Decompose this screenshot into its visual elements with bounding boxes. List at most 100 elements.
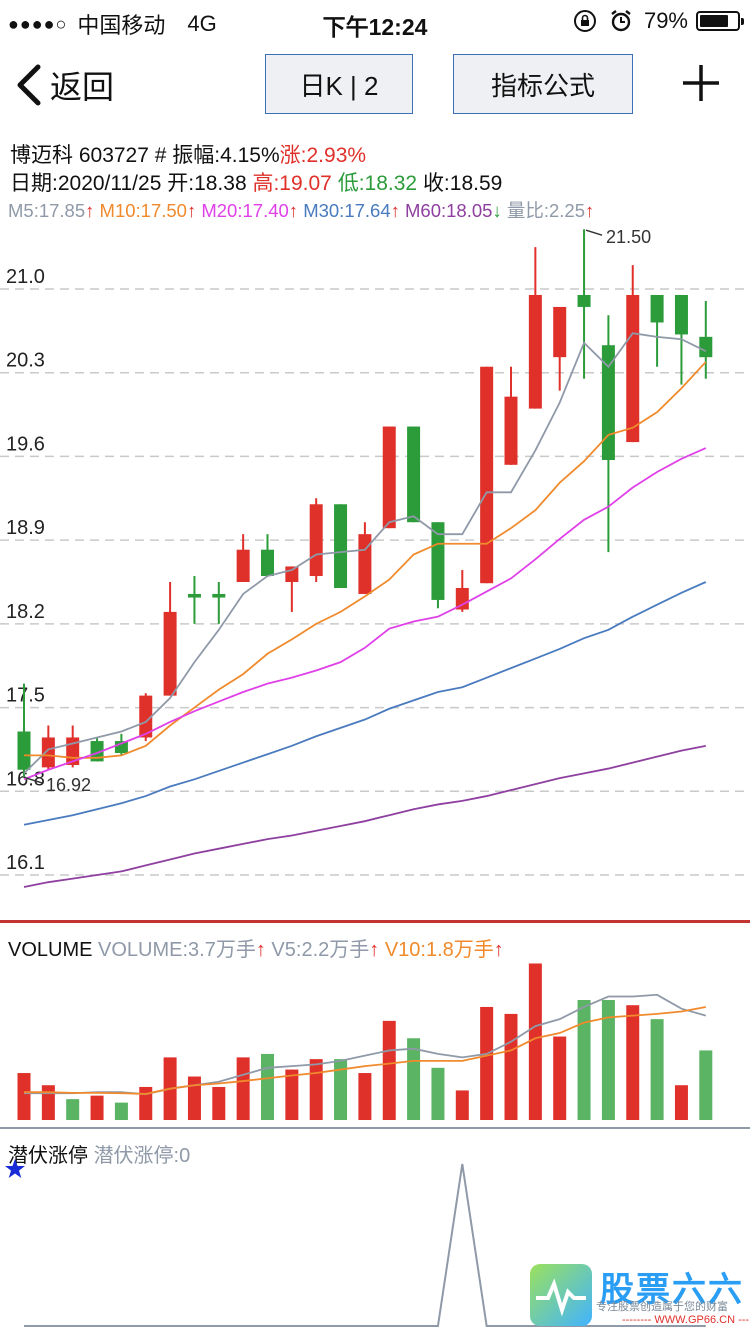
signal-strength-icon: ●●●●○: [8, 13, 68, 34]
chart-divider: [0, 920, 750, 923]
orientation-lock-icon: [573, 10, 596, 32]
volume-bar: [187, 1076, 201, 1120]
y-tick-label: 18.2: [6, 601, 45, 623]
v5-up-arrow: ↑: [369, 939, 380, 961]
m20-value: M20:17.40: [201, 200, 289, 221]
pulse-icon: [536, 1278, 586, 1317]
status-right: 79%: [572, 8, 744, 34]
watermark-logo: [530, 1264, 592, 1326]
volume-bar: [577, 1000, 591, 1120]
volume-bar: [309, 1059, 323, 1120]
back-button[interactable]: 返回: [14, 62, 114, 108]
star-icon: [5, 1159, 25, 1178]
nav-bar: 返回 日K | 2 指标公式: [0, 48, 750, 120]
status-time: 下午12:24: [322, 14, 428, 40]
volume-bar: [261, 1053, 274, 1120]
stock-info-line-2: 日期:2020/11/25 开:18.38 高:19.07 低:18.32 收:…: [10, 167, 502, 197]
candle-body: [577, 294, 591, 307]
volume-divider: [0, 1127, 750, 1129]
open-price: 开:18.38: [167, 172, 247, 195]
annotation-pointer: [25, 777, 43, 784]
v10-value: V10:1.8万手: [384, 939, 494, 961]
volume-bar: [626, 1005, 640, 1120]
amplitude-value: # 振幅:4.15%: [154, 144, 280, 167]
kline-chart[interactable]: 21.020.319.618.918.217.516.816.121.5016.…: [0, 0, 750, 925]
volume-bar: [114, 1102, 128, 1120]
chevron-left-icon: [17, 64, 41, 106]
m5-line: [23, 332, 707, 774]
m20-up-arrow: ↑: [288, 200, 299, 221]
watermark-title: 股票六六: [600, 1271, 744, 1309]
indicator-formula-button[interactable]: 指标公式: [453, 54, 633, 114]
volume-bar: [480, 1006, 494, 1120]
candle-body: [309, 504, 323, 577]
volume-chart[interactable]: [0, 0, 750, 1130]
volume-bar: [334, 1059, 348, 1120]
y-tick-label: 17.5: [6, 685, 45, 707]
ma-legend: M5:17.85↑ M10:17.50↑ M20:17.40↑ M30:17.6…: [8, 197, 594, 223]
candle-body: [212, 593, 226, 598]
change-percent: 涨:2.93%: [279, 144, 367, 167]
annotation-label: 21.50: [606, 227, 651, 247]
m30-value: M30:17.64: [303, 200, 391, 221]
y-tick-label: 21.0: [6, 266, 45, 288]
candle-body: [455, 587, 469, 610]
y-tick-label: 19.6: [6, 433, 45, 455]
volume-bar: [17, 1073, 31, 1120]
alarm-clock-icon: [611, 10, 631, 32]
y-tick-label: 20.3: [6, 350, 45, 372]
annotation-label: 16.92: [46, 775, 91, 795]
m20-line: [23, 447, 707, 781]
y-tick-label: 16.1: [6, 852, 45, 874]
add-icon[interactable]: [680, 62, 722, 104]
volume-bar: [382, 1020, 396, 1120]
volume-bar: [66, 1099, 80, 1120]
lurk-legend: 潜伏涨停 潜伏涨停:0: [8, 1139, 190, 1168]
m60-value: M60:18.05: [405, 200, 493, 221]
volume-bar: [650, 1019, 664, 1120]
v10-line: [24, 1006, 706, 1095]
watermark: 股票六六 专注股票创造属于您的财富 -------- WWW.GP66.CN -…: [530, 1262, 749, 1330]
volume-ratio-up-arrow: ↑: [585, 200, 595, 221]
v5-value: V5:2.2万手: [271, 939, 370, 961]
m5-up-arrow: ↑: [85, 200, 95, 221]
high-price: 高:19.07: [252, 172, 332, 195]
stock-info-line-1: 博迈科 603727 # 振幅:4.15%涨:2.93%: [10, 139, 366, 169]
y-tick-label: 18.9: [6, 517, 45, 539]
status-left: ●●●●○ 中国移动 4G: [8, 8, 217, 40]
volume-value: VOLUME:3.7万手: [98, 939, 256, 961]
candle-body: [236, 549, 250, 582]
volume-legend: VOLUME VOLUME:3.7万手↑ V5:2.2万手↑ V10:1.8万手…: [8, 933, 504, 962]
volume-bar: [601, 1000, 615, 1120]
network-label: 4G: [187, 11, 217, 36]
volume-bar: [139, 1086, 153, 1120]
volume-bar: [431, 1067, 445, 1120]
battery-fill: [700, 15, 729, 27]
candle-body: [139, 695, 153, 738]
candle-body: [163, 611, 177, 696]
watermark-subtitle: 专注股票创造属于您的财富: [596, 1301, 728, 1313]
candle-body: [407, 426, 421, 523]
back-label: 返回: [50, 69, 115, 105]
m60-down-arrow: ↓: [492, 200, 502, 221]
battery-icon: [696, 11, 744, 31]
candle-body: [261, 549, 274, 577]
candle-body: [504, 396, 518, 465]
candle-body: [41, 737, 55, 768]
date-value: 日期:2020/11/25: [10, 172, 162, 195]
m30-line: [23, 581, 707, 826]
candle-body: [650, 294, 664, 323]
stock-name: 博迈科: [10, 144, 73, 167]
close-price: 收:18.59: [422, 172, 503, 195]
annotation-pointer: [585, 229, 603, 236]
lurk-line: [24, 1163, 706, 1327]
volume-up-arrow: ↑: [255, 939, 266, 961]
lurk-value: 潜伏涨停:0: [93, 1145, 191, 1167]
status-bar: ●●●●○ 中国移动 4G 下午12:24 79%: [0, 0, 750, 40]
volume-bar: [699, 1050, 713, 1120]
candle-body: [358, 534, 372, 594]
candle-body: [528, 294, 542, 409]
m5-value: M5:17.85: [8, 200, 86, 221]
kline-period-button[interactable]: 日K | 2: [265, 54, 413, 114]
